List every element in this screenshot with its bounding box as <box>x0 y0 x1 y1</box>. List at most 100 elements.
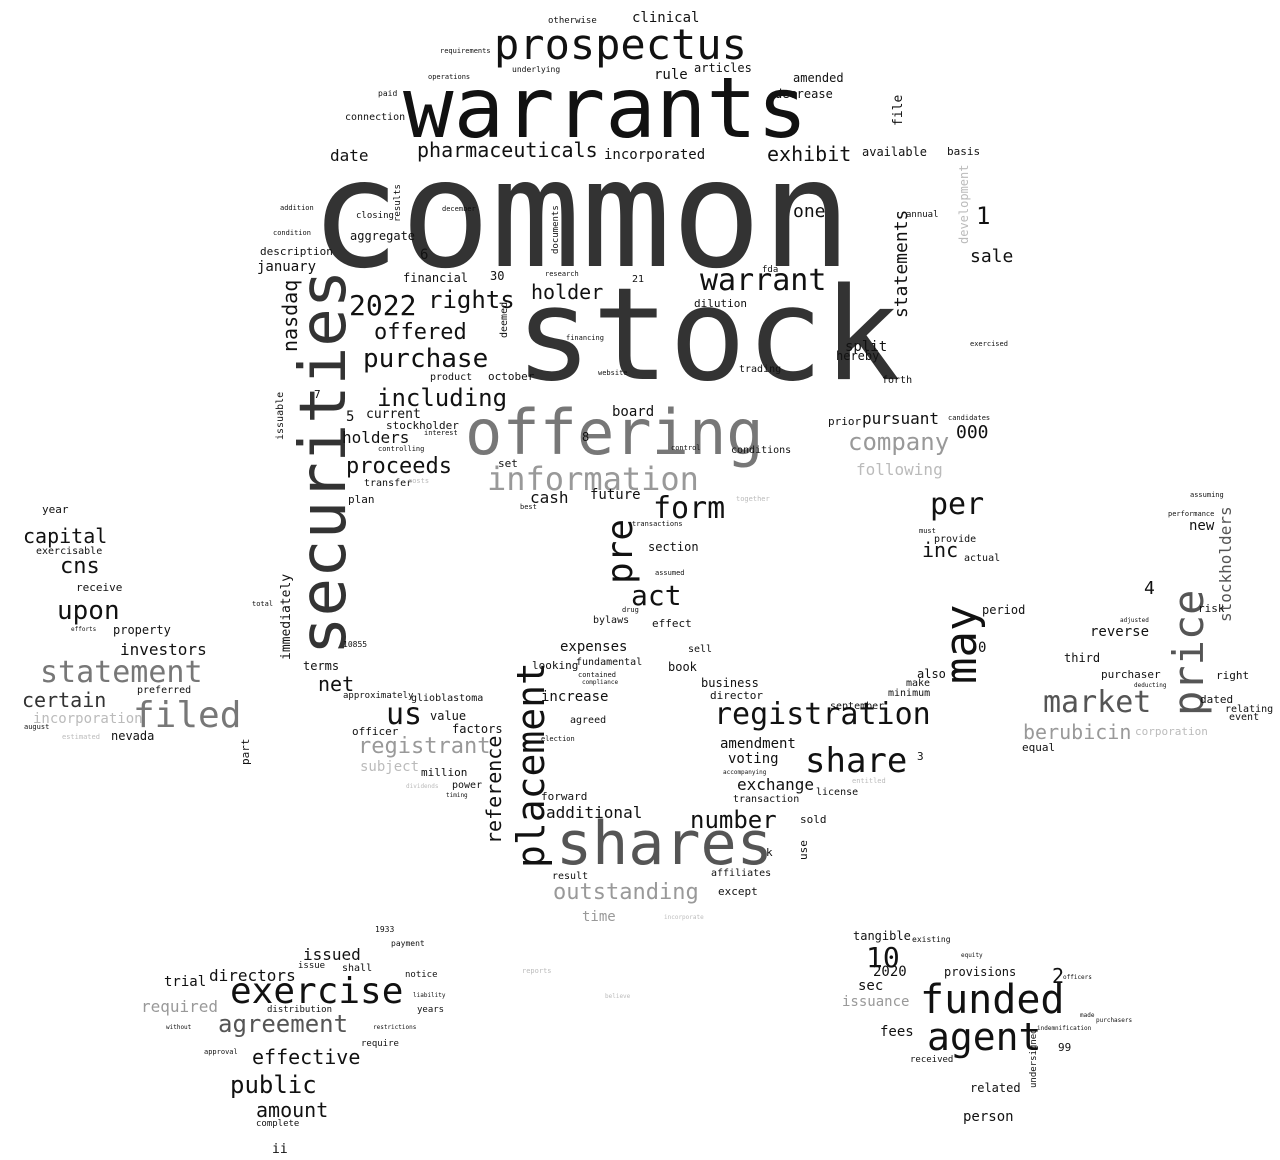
word: provide <box>934 534 977 545</box>
word: us <box>386 697 423 732</box>
word: issuable <box>275 391 286 440</box>
word: result <box>552 871 589 882</box>
word: drug <box>622 606 639 614</box>
word: assuming <box>1190 491 1224 499</box>
word: voting <box>728 751 779 767</box>
word: fda <box>762 265 779 275</box>
word: dated <box>1200 693 1234 706</box>
word: required <box>141 997 219 1016</box>
word: estimated <box>62 733 100 741</box>
word: equity <box>961 952 983 959</box>
word: decrease <box>775 87 833 101</box>
word: 30 <box>490 269 505 283</box>
word: years <box>417 1005 445 1015</box>
word: except <box>718 885 758 898</box>
word: sell <box>688 644 713 655</box>
word: reference <box>482 735 506 844</box>
word: inc <box>922 538 959 562</box>
word: approval <box>204 1048 238 1056</box>
word: exhibit <box>767 142 852 166</box>
word: million <box>421 766 468 779</box>
word: capital <box>23 524 108 548</box>
word: aggregate <box>350 229 416 243</box>
word: january <box>257 259 317 275</box>
word: best <box>520 503 537 511</box>
word: proceeds <box>346 454 452 479</box>
word: results <box>393 184 403 222</box>
word: nasdaq <box>278 279 302 352</box>
word: bylaws <box>593 615 630 626</box>
word: 5 <box>346 409 355 425</box>
word: including <box>377 384 508 412</box>
word: transfer <box>364 478 413 489</box>
word: number <box>690 806 777 834</box>
word: additional <box>546 803 643 822</box>
word: section <box>648 540 699 554</box>
word: together <box>736 495 770 503</box>
word: rights <box>428 286 515 314</box>
word: split <box>845 339 888 355</box>
word: accompanying <box>723 769 767 776</box>
word: controlling <box>378 445 425 453</box>
word: undersigned <box>1029 1028 1039 1088</box>
word: forth <box>882 375 913 386</box>
word: 99 <box>1058 1041 1072 1054</box>
word: actual <box>964 553 1001 564</box>
word: financing <box>566 334 604 342</box>
word: right <box>1216 669 1250 682</box>
word: performance <box>1168 510 1215 518</box>
word: pharmaceuticals <box>417 138 598 162</box>
word: exchange <box>737 775 815 794</box>
word: common <box>310 128 852 302</box>
word: 1933 <box>375 925 395 934</box>
word: holders <box>342 428 410 447</box>
word: 10 <box>866 941 900 974</box>
word: prospectus <box>494 20 747 69</box>
word: offering <box>465 396 764 469</box>
word: connection <box>345 112 406 123</box>
word: berubicin <box>1023 720 1132 744</box>
word: future <box>590 487 641 503</box>
word: pursuant <box>862 409 940 428</box>
word: investors <box>120 640 207 659</box>
word: date <box>330 146 369 165</box>
word: requirements <box>440 47 491 55</box>
word: clinical <box>632 10 700 26</box>
word: election <box>541 735 575 743</box>
word: underlying <box>512 65 561 74</box>
word: addition <box>280 204 314 212</box>
word: net <box>318 672 355 696</box>
word: registrant <box>358 734 491 759</box>
word: affiliates <box>711 868 772 879</box>
word: property <box>113 623 171 637</box>
word: registration <box>714 697 931 732</box>
word: sold <box>800 813 827 826</box>
word: fundamental <box>576 657 643 668</box>
word: basis <box>947 145 981 158</box>
word: december <box>442 205 476 213</box>
word: license <box>816 787 859 798</box>
word: amount <box>256 1098 329 1122</box>
word: existing <box>912 935 951 944</box>
word: fees <box>880 1024 914 1040</box>
word: certain <box>22 688 107 712</box>
word: act <box>631 579 682 612</box>
word: use <box>797 840 810 860</box>
word: paid <box>378 89 398 98</box>
word: forward <box>541 790 588 803</box>
word: glioblastoma <box>411 693 484 704</box>
word: believe <box>605 993 631 1000</box>
word: issued <box>303 945 361 964</box>
word: issue <box>298 961 326 971</box>
word: form <box>653 491 726 526</box>
word: increase <box>541 689 609 705</box>
word: time <box>582 909 616 925</box>
word: closing <box>356 211 394 221</box>
word: transaction <box>733 794 800 805</box>
word: effect <box>652 617 692 630</box>
word: rule <box>654 67 688 83</box>
word: information <box>487 460 699 498</box>
word: event <box>1229 712 1260 723</box>
word: minimum <box>888 688 931 699</box>
word: incorporated <box>604 147 706 163</box>
